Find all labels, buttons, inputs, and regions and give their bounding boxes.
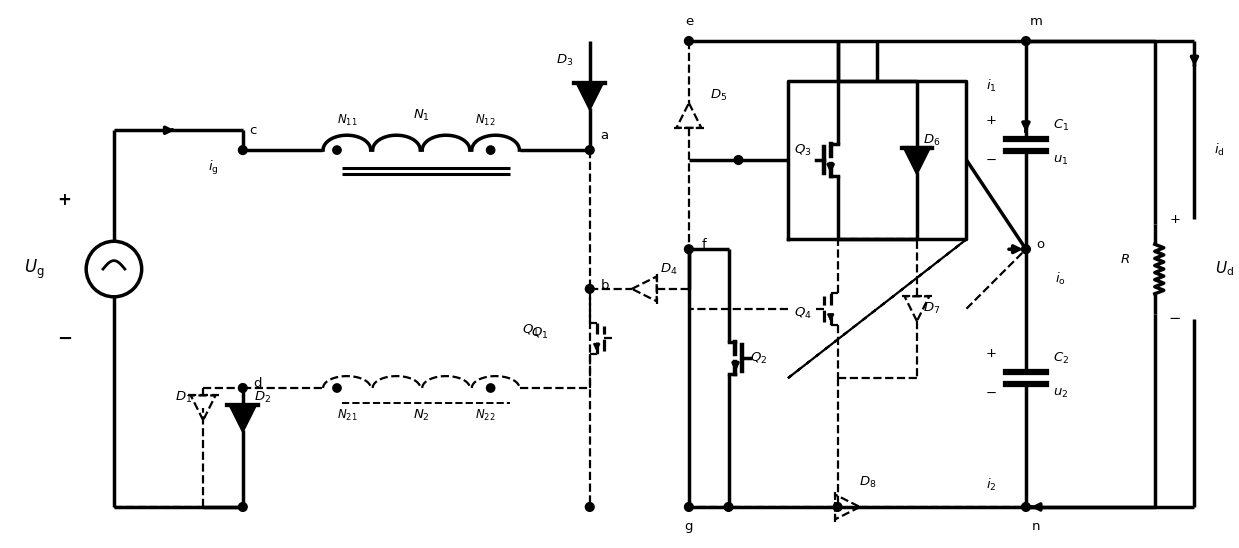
Text: $C_1$: $C_1$ [1052,118,1069,133]
Text: −: − [986,153,997,167]
Text: $i_2$: $i_2$ [986,477,996,493]
Text: $U_{\rm d}$: $U_{\rm d}$ [1214,260,1234,278]
Circle shape [333,384,341,392]
Text: b: b [601,279,608,293]
Text: e: e [685,15,693,28]
Circle shape [238,146,247,155]
Text: +: + [986,114,996,127]
Text: $i_1$: $i_1$ [986,78,996,94]
Text: c: c [249,124,256,137]
Text: $Q_1$: $Q_1$ [532,326,549,341]
Circle shape [1022,245,1031,254]
Text: +: + [1170,213,1180,226]
Text: $D_7$: $D_7$ [923,301,940,316]
Text: $N_{11}$: $N_{11}$ [337,113,357,128]
Circle shape [733,156,743,164]
Text: $N_1$: $N_1$ [413,108,430,123]
Text: $D_1$: $D_1$ [175,390,192,406]
Text: $U_{\rm g}$: $U_{\rm g}$ [25,258,45,281]
Text: $Q_3$: $Q_3$ [794,142,812,158]
Text: $i_{\rm d}$: $i_{\rm d}$ [1214,142,1224,158]
Polygon shape [230,406,255,430]
Text: o: o [1037,238,1044,251]
Circle shape [238,384,247,392]
Text: f: f [701,238,706,251]
Text: $D_2$: $D_2$ [254,390,271,406]
Text: $R$: $R$ [1120,253,1130,266]
Circle shape [585,284,595,293]
Text: +: + [57,191,72,209]
Text: $N_{21}$: $N_{21}$ [337,408,357,423]
Text: $N_{12}$: $N_{12}$ [476,113,496,128]
Circle shape [333,146,341,154]
Circle shape [1022,37,1031,45]
Text: $u_1$: $u_1$ [1053,153,1068,167]
Text: $D_6$: $D_6$ [923,133,940,148]
Circle shape [238,503,247,511]
Text: −: − [1168,311,1181,326]
Circle shape [684,245,694,254]
Text: $C_2$: $C_2$ [1053,351,1069,366]
Text: $D_8$: $D_8$ [859,475,876,490]
Text: $D_3$: $D_3$ [556,53,574,68]
Text: $Q_1$: $Q_1$ [522,323,539,338]
Text: $N_{22}$: $N_{22}$ [476,408,496,423]
Circle shape [684,503,694,511]
Circle shape [724,503,733,511]
Text: $i_{\rm o}$: $i_{\rm o}$ [1056,271,1066,287]
Text: m: m [1030,15,1042,28]
Text: g: g [685,520,693,533]
Text: a: a [601,129,608,142]
Polygon shape [904,147,929,173]
Text: $D_4$: $D_4$ [660,261,678,277]
Polygon shape [577,83,602,108]
Circle shape [684,37,694,45]
Text: −: − [986,386,997,399]
Circle shape [585,503,595,511]
Text: $i_{\rm g}$: $i_{\rm g}$ [208,159,218,177]
Circle shape [585,146,595,155]
Text: d: d [254,376,261,390]
Text: $u_2$: $u_2$ [1053,386,1068,399]
Text: $Q_2$: $Q_2$ [750,351,767,366]
Text: +: + [986,347,996,360]
Text: $D_5$: $D_5$ [710,88,727,103]
Text: −: − [57,329,72,347]
Circle shape [487,146,494,154]
Circle shape [833,503,843,511]
Circle shape [487,384,494,392]
Circle shape [1022,503,1031,511]
Text: $N_2$: $N_2$ [413,408,430,423]
Text: $Q_4$: $Q_4$ [794,306,812,321]
Text: n: n [1032,520,1040,533]
